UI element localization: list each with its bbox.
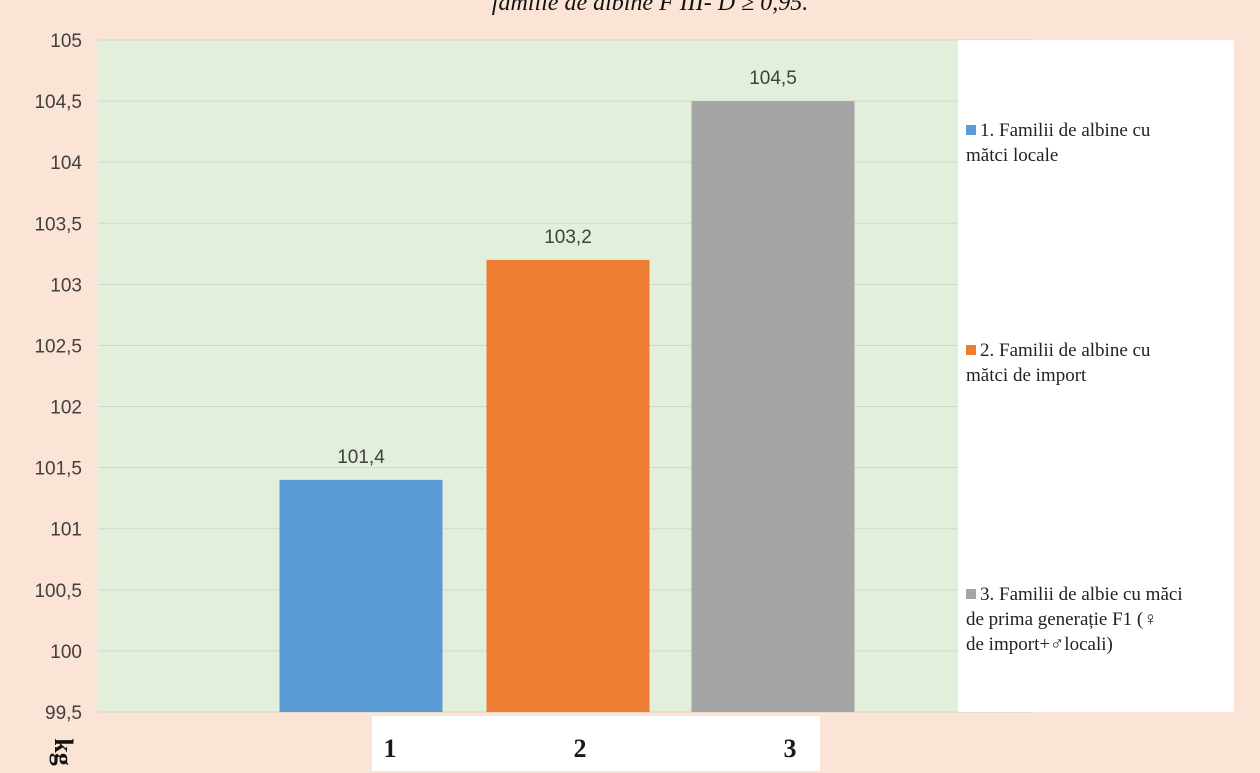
data-label-2: 103,2 [544, 227, 592, 248]
legend-item-2-line-2: mătci de import [966, 365, 1087, 386]
legend-item-3-line-3: de import+♂locali) [966, 634, 1113, 655]
legend: 1. Familii de albine cu mătci locale 2. … [958, 40, 1234, 712]
data-label-3: 104,5 [749, 68, 797, 89]
y-axis-unit-label: kg [49, 738, 78, 765]
category-label-2: 2 [574, 734, 587, 763]
legend-item-3-line-1: 3. Familii de albie cu măci [980, 584, 1183, 605]
y-tick-label: 104 [50, 153, 82, 174]
legend-item-1: 1. Familii de albine cu mătci locale [966, 118, 1228, 168]
legend-swatch-1 [966, 125, 976, 135]
y-tick-label: 99,5 [45, 703, 82, 724]
legend-item-3-line-2: de prima generație F1 (♀ [966, 609, 1158, 630]
y-tick-label: 103,5 [34, 214, 82, 235]
y-tick-label: 100,5 [34, 581, 82, 602]
y-tick-label: 101,5 [34, 459, 82, 480]
bar-1 [279, 479, 443, 712]
y-tick-label: 101 [50, 520, 82, 541]
legend-item-1-line-1: 1. Familii de albine cu [980, 120, 1151, 141]
y-axis-ticks: 99,5 100 100,5 101 101,5 102 102,5 103 103,5 104 1… [34, 31, 82, 724]
y-tick-label: 103 [50, 275, 82, 296]
bar-2 [486, 259, 650, 712]
y-tick-label: 102,5 [34, 336, 82, 357]
category-label-3: 3 [784, 734, 797, 763]
legend-swatch-2 [966, 345, 976, 355]
y-tick-label: 100 [50, 642, 82, 663]
legend-item-1-line-2: mătci locale [966, 145, 1059, 166]
legend-item-2: 2. Familii de albine cu mătci de import [966, 338, 1228, 388]
bar-3 [691, 101, 855, 712]
y-tick-label: 102 [50, 398, 82, 419]
legend-swatch-3 [966, 589, 976, 599]
category-axis-box [372, 716, 820, 771]
bars [279, 101, 855, 712]
legend-item-3: 3. Familii de albie cu măci de prima gen… [966, 582, 1228, 657]
data-labels: 101,4 103,2 104,5 [337, 68, 797, 468]
y-tick-label: 104,5 [34, 92, 82, 113]
category-labels: 1 2 3 [384, 734, 797, 763]
category-label-1: 1 [384, 734, 397, 763]
legend-item-2-line-1: 2. Familii de albine cu [980, 340, 1151, 361]
chart-title: familie de albine F III- D ≥ 0,95. [492, 0, 808, 16]
y-tick-label: 105 [50, 31, 82, 52]
data-label-1: 101,4 [337, 447, 385, 468]
